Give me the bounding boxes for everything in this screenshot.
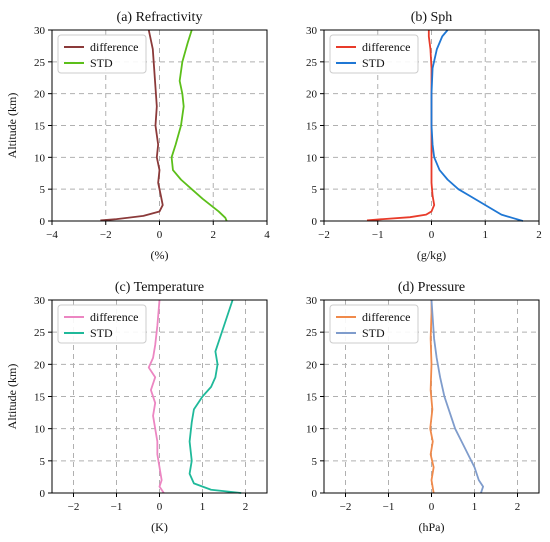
chart-title: (c) Temperature bbox=[115, 280, 204, 295]
x-axis-label: (%) bbox=[151, 248, 169, 262]
chart-title: (a) Refractivity bbox=[117, 10, 203, 25]
x-tick-label: 1 bbox=[483, 229, 489, 241]
y-tick-label: 5 bbox=[312, 456, 318, 468]
legend: difference STD bbox=[329, 304, 419, 344]
y-tick-label: 15 bbox=[306, 121, 318, 133]
x-tick-label: 1 bbox=[472, 501, 478, 513]
x-axis-label: (K) bbox=[151, 520, 168, 534]
legend-label: difference bbox=[362, 310, 410, 324]
y-tick-label: 20 bbox=[34, 359, 46, 371]
series-line-difference bbox=[147, 299, 165, 494]
x-tick-label: −1 bbox=[111, 501, 123, 513]
x-tick-label: −2 bbox=[318, 229, 330, 241]
legend-label: STD bbox=[90, 56, 113, 70]
y-tick-label: 0 bbox=[40, 216, 46, 228]
legend-label: difference bbox=[90, 40, 138, 54]
y-tick-label: 25 bbox=[306, 327, 318, 339]
y-tick-label: 10 bbox=[34, 424, 46, 436]
x-tick-label: 2 bbox=[243, 501, 249, 513]
y-tick-label: 5 bbox=[312, 184, 318, 196]
y-tick-label: 20 bbox=[306, 359, 318, 371]
x-axis-label: (hPa) bbox=[419, 520, 445, 534]
x-tick-label: −1 bbox=[383, 501, 395, 513]
series-line-std bbox=[188, 299, 242, 494]
series-line-difference bbox=[100, 29, 164, 222]
legend-label: difference bbox=[90, 310, 138, 324]
y-tick-label: 0 bbox=[312, 488, 318, 500]
x-tick-label: −2 bbox=[340, 501, 352, 513]
y-tick-label: 5 bbox=[40, 456, 46, 468]
y-tick-label: 0 bbox=[40, 488, 46, 500]
x-tick-label: −4 bbox=[46, 229, 58, 241]
x-tick-label: 0 bbox=[429, 229, 435, 241]
x-tick-label: 0 bbox=[157, 229, 163, 241]
y-tick-label: 30 bbox=[34, 25, 46, 37]
legend: difference STD bbox=[329, 34, 419, 74]
series-line-difference bbox=[429, 300, 435, 494]
y-tick-label: 5 bbox=[40, 184, 46, 196]
y-tick-label: 25 bbox=[34, 327, 46, 339]
x-tick-label: 2 bbox=[536, 229, 542, 241]
y-axis-label: Altitude (km) bbox=[5, 364, 19, 430]
legend: difference STD bbox=[57, 34, 147, 74]
legend-label: STD bbox=[90, 326, 113, 340]
legend-label: STD bbox=[362, 326, 385, 340]
series-line-std bbox=[430, 29, 524, 222]
y-tick-label: 10 bbox=[306, 424, 318, 436]
x-tick-label: −1 bbox=[372, 229, 384, 241]
y-tick-label: 25 bbox=[34, 57, 46, 69]
x-tick-label: −2 bbox=[100, 229, 112, 241]
series-line-difference bbox=[366, 30, 436, 222]
y-tick-label: 20 bbox=[34, 89, 46, 101]
y-tick-label: 0 bbox=[312, 216, 318, 228]
y-tick-label: 30 bbox=[306, 295, 318, 307]
y-tick-label: 20 bbox=[306, 89, 318, 101]
y-tick-label: 25 bbox=[306, 57, 318, 69]
y-tick-label: 15 bbox=[34, 392, 46, 404]
x-axis-label: (g/kg) bbox=[417, 248, 446, 262]
x-tick-label: −2 bbox=[68, 501, 80, 513]
chart-panel-1: −4 −2 0 2 4 0 5 10 15 20 25 30 (a) Refractivity (%) Al… bbox=[5, 10, 270, 262]
legend: difference STD bbox=[57, 304, 147, 344]
y-tick-label: 30 bbox=[34, 295, 46, 307]
x-tick-label: 0 bbox=[429, 501, 435, 513]
x-tick-label: 4 bbox=[264, 229, 270, 241]
y-tick-label: 30 bbox=[306, 25, 318, 37]
y-tick-label: 10 bbox=[34, 152, 46, 164]
y-tick-label: 15 bbox=[306, 392, 318, 404]
series-line-std bbox=[170, 29, 228, 222]
legend-label: STD bbox=[362, 56, 385, 70]
y-tick-label: 15 bbox=[34, 121, 46, 133]
legend-label: difference bbox=[362, 40, 410, 54]
x-tick-label: 1 bbox=[200, 501, 206, 513]
y-tick-label: 10 bbox=[306, 152, 318, 164]
x-tick-label: 0 bbox=[157, 501, 163, 513]
chart-title: (b) Sph bbox=[411, 10, 453, 25]
y-axis-label: Altitude (km) bbox=[5, 93, 19, 159]
chart-title: (d) Pressure bbox=[398, 280, 465, 295]
series-line-std bbox=[430, 299, 485, 494]
x-tick-label: 2 bbox=[515, 501, 521, 513]
x-tick-label: 2 bbox=[211, 229, 217, 241]
